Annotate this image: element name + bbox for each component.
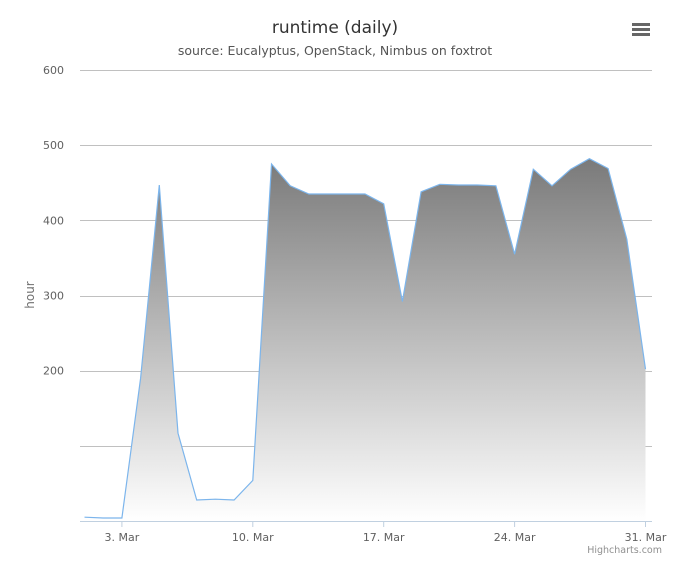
x-tick-label: 31. Mar — [625, 531, 667, 544]
data-point-2014-03-14[interactable] — [326, 192, 330, 196]
hamburger-menu-icon[interactable] — [628, 18, 654, 42]
data-point-2014-03-02[interactable] — [101, 516, 105, 520]
data-point-2014-03-16[interactable] — [363, 192, 367, 196]
data-point-2014-03-19[interactable] — [419, 190, 423, 194]
data-point-2014-03-07[interactable] — [195, 498, 199, 502]
series-line — [84, 158, 647, 519]
x-tick-label: 10. Mar — [232, 531, 274, 544]
data-point-2014-03-24[interactable] — [513, 252, 517, 256]
x-axis: 3. Mar 10. Mar 17. Mar 24. Mar 31. Mar — [80, 521, 667, 544]
data-point-2014-03-04[interactable] — [139, 376, 143, 380]
x-tick-label: 17. Mar — [363, 531, 405, 544]
data-point-2014-03-18[interactable] — [400, 300, 404, 304]
data-point-2014-03-13[interactable] — [307, 192, 311, 196]
credits-link[interactable]: Highcharts.com — [587, 545, 662, 556]
x-tick-label: 24. Mar — [494, 531, 536, 544]
data-point-2014-03-03[interactable] — [120, 516, 124, 520]
data-point-2014-03-05[interactable] — [157, 183, 161, 187]
y-axis-title: hour — [23, 281, 37, 309]
y-tick-label-600: 600 — [43, 64, 64, 77]
y-tick-label-400: 400 — [43, 214, 64, 227]
y-axis-labels: 600 500 400 300 200 — [43, 64, 64, 378]
data-point-2014-03-26[interactable] — [550, 184, 554, 188]
data-point-2014-03-25[interactable] — [531, 167, 535, 171]
data-point-2014-03-10[interactable] — [251, 478, 255, 482]
data-point-2014-03-15[interactable] — [344, 192, 348, 196]
chart-title: runtime (daily) — [272, 18, 398, 38]
x-tick-label: 3. Mar — [105, 531, 140, 544]
data-point-2014-03-21[interactable] — [457, 183, 461, 187]
data-point-2014-03-01[interactable] — [83, 515, 87, 519]
data-point-2014-03-17[interactable] — [382, 202, 386, 206]
data-point-2014-03-06[interactable] — [176, 431, 180, 435]
data-point-2014-03-09[interactable] — [232, 498, 236, 502]
data-point-2014-03-20[interactable] — [438, 182, 442, 186]
data-point-2014-03-23[interactable] — [494, 184, 498, 188]
data-point-2014-03-22[interactable] — [475, 183, 479, 187]
data-point-2014-03-08[interactable] — [213, 497, 217, 501]
y-tick-label-300: 300 — [43, 290, 64, 303]
data-point-2014-03-11[interactable] — [270, 162, 274, 166]
data-point-2014-03-28[interactable] — [587, 157, 591, 161]
data-point-2014-03-12[interactable] — [288, 184, 292, 188]
y-tick-label-200: 200 — [43, 365, 64, 378]
chart-subtitle: source: Eucalyptus, OpenStack, Nimbus on… — [178, 43, 492, 58]
data-point-2014-03-27[interactable] — [569, 167, 573, 171]
data-point-2014-03-29[interactable] — [606, 167, 610, 171]
y-tick-label-500: 500 — [43, 139, 64, 152]
data-point-2014-03-31[interactable] — [644, 367, 648, 371]
data-point-2014-03-30[interactable] — [625, 237, 629, 241]
series-area — [84, 158, 646, 521]
